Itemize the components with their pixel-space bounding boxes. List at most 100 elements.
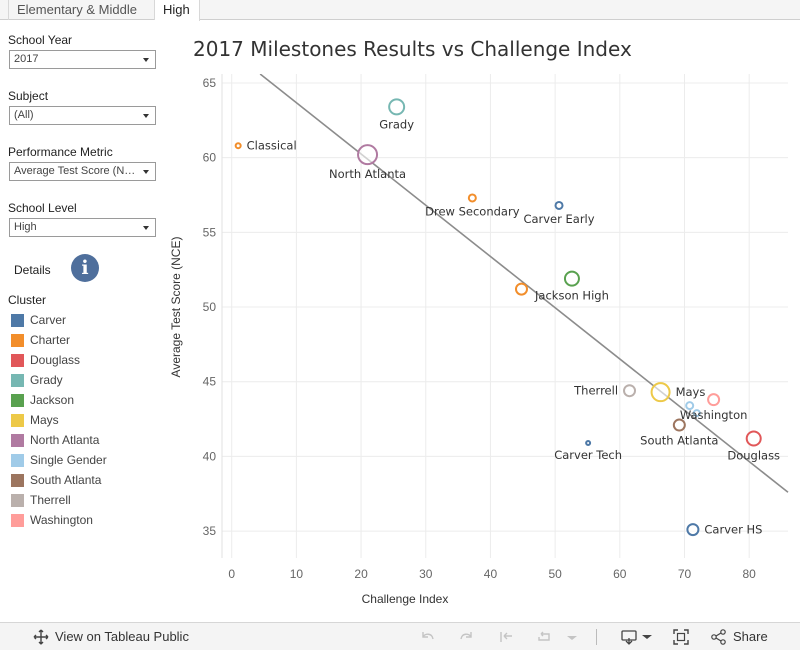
legend-swatch bbox=[11, 414, 24, 427]
point-label: Therrell bbox=[573, 384, 618, 398]
legend-swatch bbox=[11, 454, 24, 467]
fullscreen-icon[interactable] bbox=[672, 628, 690, 646]
undo-icon[interactable] bbox=[418, 628, 436, 646]
legend-swatch bbox=[11, 434, 24, 447]
x-tick-label: 50 bbox=[548, 567, 562, 581]
data-point bbox=[686, 523, 700, 537]
data-point bbox=[388, 98, 406, 116]
y-tick-label: 45 bbox=[203, 375, 217, 389]
filter-sidebar: School Year 2017 Subject (All) Performan… bbox=[0, 20, 165, 620]
point-label: Classical bbox=[247, 139, 297, 153]
legend-swatch bbox=[11, 354, 24, 367]
chevron-down-icon[interactable] bbox=[563, 628, 581, 646]
legend-label: North Atlanta bbox=[30, 433, 100, 447]
data-point bbox=[554, 200, 564, 210]
legend-label: Grady bbox=[30, 373, 63, 387]
share-icon[interactable] bbox=[710, 628, 728, 646]
y-tick-label: 60 bbox=[203, 151, 217, 165]
x-axis-title: Challenge Index bbox=[362, 592, 449, 606]
legend-label: Douglass bbox=[30, 353, 81, 367]
legend-label: Washington bbox=[30, 513, 93, 527]
point-label: Carver HS bbox=[704, 523, 762, 537]
point-label: Carver Tech bbox=[554, 448, 622, 462]
dropdown-arrow-icon bbox=[143, 226, 149, 230]
x-tick-label: 10 bbox=[290, 567, 304, 581]
point-label: Carver Early bbox=[523, 212, 594, 226]
x-tick-label: 40 bbox=[484, 567, 498, 581]
info-icon[interactable]: i bbox=[71, 254, 99, 282]
legend-label: Charter bbox=[30, 333, 71, 347]
data-point bbox=[234, 142, 242, 150]
dropdown-arrow-icon bbox=[143, 114, 149, 118]
legend-swatch bbox=[11, 314, 24, 327]
x-tick-label: 60 bbox=[613, 567, 627, 581]
legend-swatch bbox=[11, 394, 24, 407]
share-button[interactable]: Share bbox=[733, 629, 768, 644]
legend-swatch bbox=[11, 514, 24, 527]
performance-metric-select[interactable]: Average Test Score (NCE) bbox=[9, 162, 156, 181]
legend-title: Cluster bbox=[8, 293, 47, 307]
data-point bbox=[563, 270, 580, 287]
legend-label: Therrell bbox=[30, 493, 71, 507]
dropdown-arrow-icon bbox=[143, 170, 149, 174]
point-label: Washington bbox=[680, 408, 748, 422]
point-label: Jackson High bbox=[534, 289, 609, 303]
school-year-select[interactable]: 2017 bbox=[9, 50, 156, 69]
legend-swatch bbox=[11, 374, 24, 387]
x-tick-label: 30 bbox=[419, 567, 433, 581]
legend-swatch bbox=[11, 334, 24, 347]
school-level-label: School Level bbox=[8, 201, 77, 215]
x-tick-label: 80 bbox=[743, 567, 757, 581]
revert-icon[interactable] bbox=[498, 628, 516, 646]
scatter-chart: 0 10 20 30 40 50 60 70 80 35 40 45 50 55 60 65 Challenge… bbox=[169, 74, 789, 606]
point-label: Grady bbox=[379, 117, 414, 131]
school-year-label: School Year bbox=[8, 33, 73, 47]
data-point bbox=[745, 430, 762, 447]
y-tick-label: 55 bbox=[203, 225, 217, 239]
legend-swatch bbox=[11, 474, 24, 487]
details-label: Details bbox=[14, 263, 51, 277]
data-point bbox=[707, 393, 721, 407]
data-point bbox=[467, 193, 477, 203]
y-tick-label: 65 bbox=[203, 76, 217, 90]
footer-toolbar: View on Tableau Public Share bbox=[0, 622, 800, 650]
y-tick-label: 35 bbox=[203, 524, 217, 538]
tab-high[interactable]: High bbox=[155, 0, 200, 21]
legend-label: Mays bbox=[30, 413, 59, 427]
move-icon[interactable] bbox=[32, 628, 50, 646]
data-point bbox=[514, 282, 528, 296]
point-label: Drew Secondary bbox=[425, 204, 520, 218]
x-tick-label: 70 bbox=[678, 567, 692, 581]
performance-metric-label: Performance Metric bbox=[8, 145, 113, 159]
data-point bbox=[585, 439, 592, 446]
subject-label: Subject bbox=[8, 89, 49, 103]
y-tick-label: 40 bbox=[203, 449, 217, 463]
refresh-icon[interactable] bbox=[535, 628, 553, 646]
point-label: Mays bbox=[676, 385, 706, 399]
data-point bbox=[692, 409, 701, 418]
legend-swatch bbox=[11, 494, 24, 507]
tab-elementary-middle[interactable]: Elementary & Middle bbox=[8, 0, 155, 20]
trend-line bbox=[259, 74, 789, 493]
redo-icon[interactable] bbox=[458, 628, 476, 646]
toolbar-divider bbox=[596, 629, 597, 645]
x-tick-label: 0 bbox=[228, 567, 235, 581]
subject-select[interactable]: (All) bbox=[9, 106, 156, 125]
x-tick-label: 20 bbox=[354, 567, 368, 581]
point-label: South Atlanta bbox=[640, 434, 718, 448]
download-icon[interactable] bbox=[620, 628, 638, 646]
data-point bbox=[623, 384, 637, 398]
legend-label: Single Gender bbox=[30, 453, 107, 467]
dropdown-arrow-icon bbox=[143, 58, 149, 62]
legend-label: South Atlanta bbox=[30, 473, 102, 487]
chevron-down-icon[interactable] bbox=[638, 628, 656, 646]
data-point bbox=[650, 382, 671, 403]
view-on-tableau-public-link[interactable]: View on Tableau Public bbox=[55, 629, 189, 644]
chart-title: 2017 Milestones Results vs Challenge Ind… bbox=[193, 37, 632, 61]
data-point bbox=[685, 401, 695, 411]
data-point bbox=[357, 144, 379, 166]
school-level-select[interactable]: High bbox=[9, 218, 156, 237]
dashboard-tabbar: Elementary & Middle High bbox=[0, 0, 800, 21]
y-axis-title: Average Test Score (NCE) bbox=[169, 237, 183, 378]
legend-label: Carver bbox=[30, 313, 67, 327]
